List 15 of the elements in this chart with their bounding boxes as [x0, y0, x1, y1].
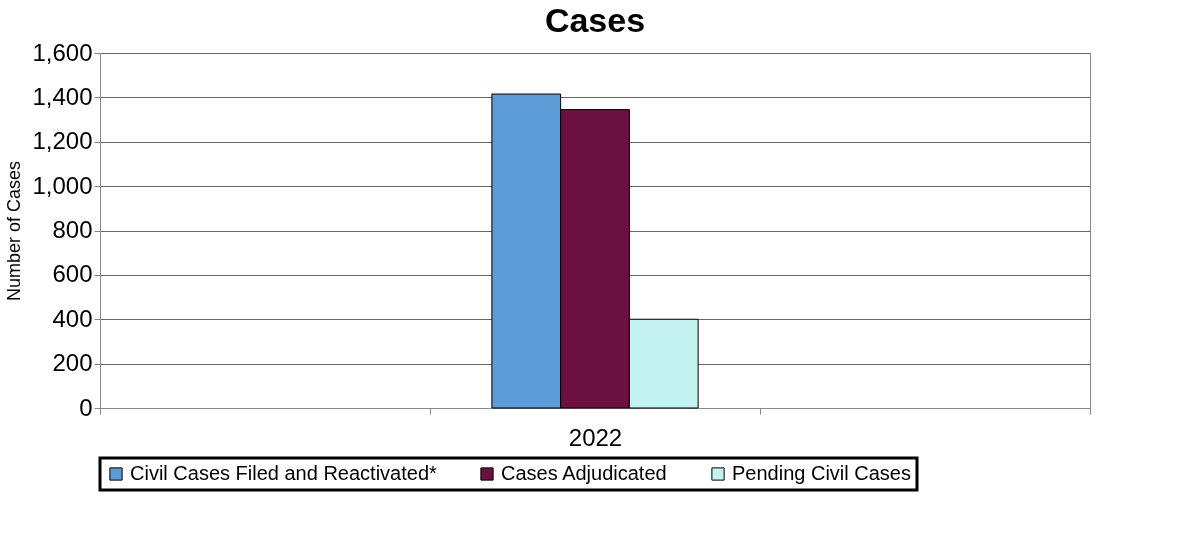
y-tick-label: 600	[52, 260, 93, 288]
y-tick-label: 1,600	[32, 38, 93, 66]
y-tick-label: 800	[52, 216, 93, 243]
y-tick-label: 0	[79, 393, 93, 421]
y-axis-title: Number of Cases	[4, 160, 25, 302]
legend-label: Civil Cases Filed and Reactivated*	[130, 462, 438, 484]
y-tick-label: 1,400	[32, 82, 93, 110]
y-tick-label: 200	[52, 349, 93, 377]
x-tick-label: 2022	[568, 423, 623, 451]
chart-title: Cases	[544, 1, 646, 39]
y-tick-label: 1,200	[32, 127, 93, 155]
legend-label: Pending Civil Cases	[732, 462, 911, 484]
y-tick-label: 400	[52, 304, 93, 332]
legend-label: Cases Adjudicated	[501, 462, 667, 484]
y-tick-label: 1,000	[32, 171, 93, 199]
